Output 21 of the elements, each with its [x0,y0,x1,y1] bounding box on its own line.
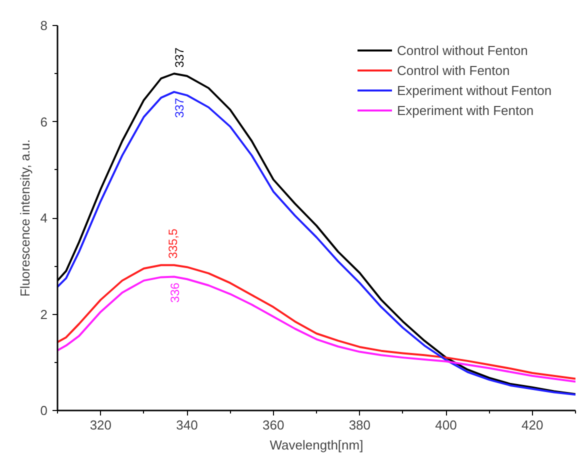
legend-label: Experiment without Fenton [397,82,552,98]
y-tick-label: 2 [40,306,48,322]
y-tick-label: 4 [40,210,48,226]
x-tick-label: 340 [176,418,198,432]
annotation: 336 [168,282,182,303]
y-tick-label: 8 [40,18,48,33]
legend-label: Control without Fenton [397,42,528,58]
y-axis-title: Fluorescence intensity, a.u. [17,139,32,297]
annotation: 337 [172,98,187,118]
x-tick-label: 380 [348,418,371,432]
x-tick-label: 420 [521,418,544,432]
x-tick-label: 400 [435,418,457,432]
legend-label: Experiment with Fenton [397,102,534,118]
legend-label: Control with Fenton [397,62,510,78]
y-tick-label: 0 [40,403,48,418]
x-tick-label: 320 [90,418,112,432]
y-tick-label: 6 [40,114,48,130]
annotation: 337 [172,47,187,68]
x-tick-label: 360 [262,418,284,432]
annotation: 335,5 [166,228,180,259]
x-axis-title: Wavelength[nm] [270,438,364,452]
